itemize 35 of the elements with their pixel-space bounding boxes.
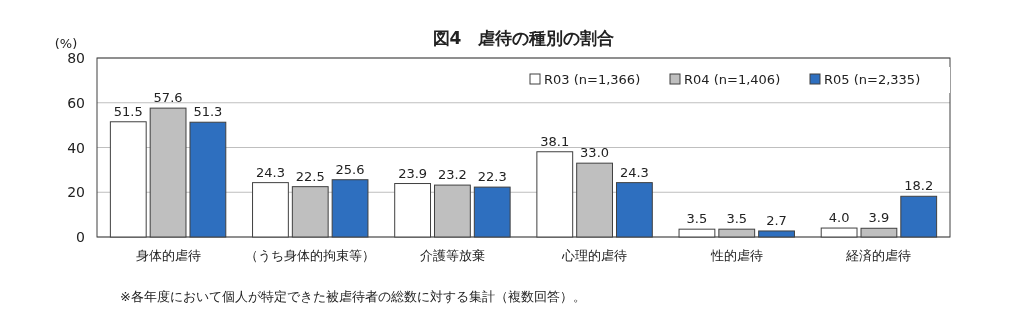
data-label: 4.0 (828, 210, 850, 226)
data-label: 3.5 (686, 211, 708, 227)
data-label: 25.6 (335, 161, 365, 177)
legend-label: R03 (n=1,366) (544, 72, 641, 87)
data-label: 24.3 (255, 164, 285, 180)
x-tick-label: 経済的虐待 (845, 248, 912, 263)
x-tick-label: 性的虐待 (709, 248, 763, 263)
x-tick-label: 身体的虐待 (135, 248, 201, 263)
y-axis-title: (%) (54, 36, 78, 51)
y-tick-label: 20 (67, 184, 85, 201)
y-tick-label: 0 (76, 229, 85, 245)
data-label: 23.2 (437, 167, 467, 183)
data-label: 18.2 (904, 178, 934, 194)
legend-label: R05 (n=2,335) (824, 72, 921, 87)
chart-title: 図4 虐待の種別の割合 (432, 28, 615, 48)
x-tick-label: 介護等放棄 (419, 248, 485, 263)
y-tick-label: 40 (67, 139, 85, 156)
data-label: 38.1 (540, 133, 570, 149)
x-tick-label: 心理的虐待 (561, 248, 628, 263)
x-tick-label: （うち身体的拘束等） (245, 248, 376, 263)
data-label: 22.3 (477, 169, 507, 185)
y-tick-label: 80 (67, 50, 85, 66)
data-label: 3.9 (868, 210, 890, 226)
text: ※各年度において個人が特定できた被虐待者の総数に対する集計（複数回答）。 (120, 289, 586, 304)
legend-label: R04 (n=1,406) (684, 72, 781, 87)
data-label: 2.7 (766, 212, 787, 228)
data-label: 51.5 (113, 103, 143, 119)
data-label: 57.6 (153, 90, 183, 106)
data-label: 22.5 (295, 168, 325, 184)
data-label: 33.0 (580, 145, 610, 161)
data-label: 24.3 (619, 164, 649, 180)
data-label: 51.3 (193, 104, 223, 120)
data-label: 23.9 (398, 165, 428, 181)
y-tick-label: 60 (67, 94, 85, 111)
data-label: 3.5 (726, 211, 748, 227)
